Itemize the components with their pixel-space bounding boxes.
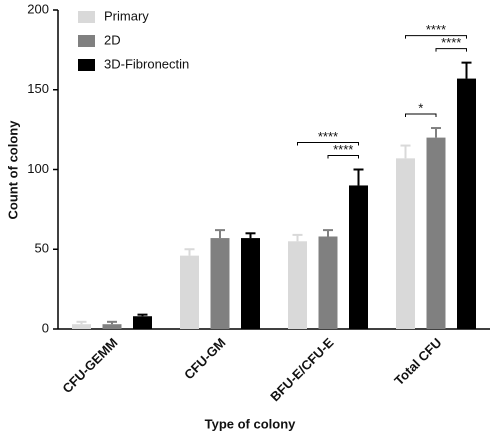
y-tick-label: 200 [27, 1, 49, 16]
x-tick-label: CFU-GM [181, 335, 228, 382]
bar [426, 137, 446, 329]
legend-swatch [78, 11, 95, 23]
legend-label: 3D-Fibronectin [104, 56, 189, 71]
significance-label: **** [333, 142, 353, 157]
error-bar [431, 127, 441, 138]
bar [133, 316, 152, 329]
bar [396, 158, 415, 329]
y-tick-label: 50 [35, 241, 49, 256]
significance-bracket [405, 35, 467, 39]
bar [241, 238, 260, 329]
error-bar [461, 61, 472, 79]
bar [180, 255, 199, 329]
error-bar [76, 320, 87, 325]
x-tick-label: BFU-E/CFU-E [267, 335, 337, 405]
x-axis-title: Type of colony [205, 416, 297, 431]
significance-bracket [327, 155, 359, 159]
error-bar [292, 233, 303, 242]
error-bar [323, 229, 333, 237]
bar [318, 236, 338, 329]
error-bar [245, 232, 256, 239]
error-bar [107, 320, 117, 325]
significance-bracket [297, 142, 359, 146]
significance-label: **** [318, 129, 338, 144]
x-tick-label: CFU-GEMM [59, 335, 120, 396]
bar [288, 241, 307, 329]
significance-label: **** [426, 22, 446, 37]
error-bar [400, 144, 411, 159]
bar [210, 238, 230, 329]
legend-label: 2D [104, 32, 121, 47]
legend-swatch [78, 35, 95, 47]
y-tick-label: 150 [27, 81, 49, 96]
significance-label: **** [441, 35, 461, 50]
bar [72, 324, 91, 329]
y-axis-title: Count of colony [5, 120, 20, 220]
significance-bracket [435, 48, 467, 52]
y-tick-label: 100 [27, 161, 49, 176]
bar [102, 324, 122, 329]
bar [457, 78, 476, 330]
legend-swatch [78, 59, 95, 71]
x-tick-label: Total CFU [391, 335, 444, 388]
error-bar [353, 168, 364, 186]
error-bar [137, 313, 148, 317]
error-bar [184, 248, 195, 256]
significance-label: * [418, 100, 423, 115]
significance-bracket [405, 113, 437, 118]
y-tick-label: 0 [42, 320, 49, 335]
error-bar [215, 229, 225, 239]
bar [349, 185, 368, 329]
legend-label: Primary [104, 8, 149, 23]
